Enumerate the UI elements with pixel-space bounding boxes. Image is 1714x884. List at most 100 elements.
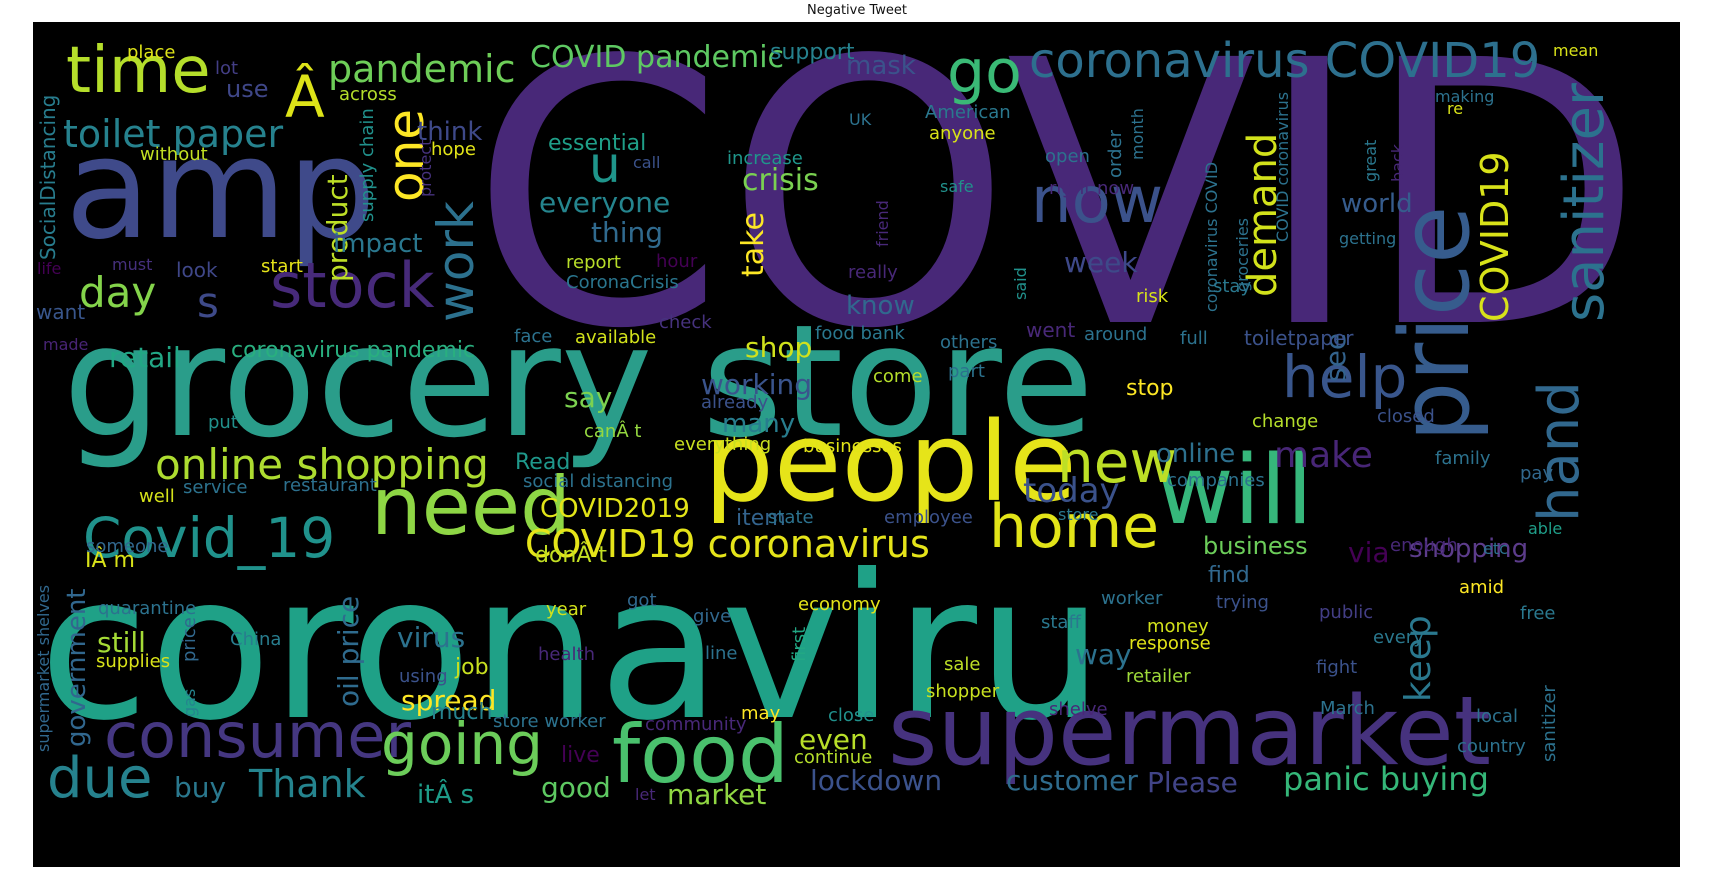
word-business: business: [1203, 532, 1308, 560]
word-free: free: [1520, 603, 1556, 624]
word-covid19-coronavirus: COVID19 coronavirus: [525, 522, 930, 566]
word-week: week: [1064, 246, 1138, 279]
word-go: go: [947, 37, 1022, 107]
word-without: without: [140, 144, 208, 165]
word-market: market: [667, 778, 766, 811]
word-year: year: [546, 599, 587, 620]
word-can-t: canÂ t: [584, 420, 641, 442]
word-local: local: [1476, 706, 1518, 727]
word-coronavirus-covid19: coronavirus COVID19: [1029, 33, 1540, 89]
word-life: life: [37, 259, 61, 278]
word-supplies: supplies: [96, 651, 170, 672]
word-staff: staff: [1041, 612, 1081, 633]
word-hope: hope: [431, 139, 476, 160]
word-service: service: [183, 477, 247, 498]
word-online-shopping: online shopping: [155, 440, 489, 489]
word-world: world: [1341, 189, 1413, 219]
word-online: online: [1156, 439, 1235, 469]
word-crisis: crisis: [742, 163, 819, 198]
word-amp: amp: [65, 108, 376, 271]
word-essential: essential: [548, 131, 646, 156]
word-still: still: [97, 626, 146, 659]
word-uk: UK: [849, 110, 872, 129]
word-groceries: groceries: [1233, 218, 1252, 292]
word-call: call: [633, 153, 661, 172]
word-shopper: shopper: [926, 681, 1000, 702]
word-stay: stay: [1213, 276, 1251, 297]
word-think: think: [417, 117, 482, 147]
word-store: store: [1058, 505, 1098, 524]
word-country: country: [1457, 736, 1526, 757]
word-line: line: [705, 643, 737, 664]
word-government: government: [62, 588, 92, 747]
word-shop: shop: [745, 331, 812, 364]
word-much: much: [431, 700, 492, 725]
word-across: across: [339, 84, 397, 105]
word-food: food: [612, 708, 789, 801]
word-american: American: [925, 102, 1011, 123]
word-continue: continue: [794, 747, 872, 768]
word-day: day: [79, 268, 156, 317]
word-price: price: [1381, 206, 1491, 442]
word-home: home: [989, 492, 1159, 562]
word-customer: customer: [1006, 764, 1138, 797]
word-let: let: [635, 785, 656, 804]
word-economy: economy: [798, 594, 881, 615]
word-social-distancing: social distancing: [523, 471, 673, 492]
word-family: family: [1435, 448, 1491, 469]
word-made: made: [43, 335, 88, 354]
word-live: live: [561, 743, 600, 768]
word-right-now: right now: [1049, 178, 1134, 199]
word-product: product: [321, 174, 354, 282]
word-really: really: [848, 262, 898, 283]
word-protect: protect: [416, 140, 435, 197]
word-change: change: [1252, 411, 1318, 432]
word-even: even: [799, 723, 868, 756]
word-via: via: [1348, 536, 1390, 569]
word-covid2019: COVID2019: [540, 494, 690, 524]
word-covid19: COVID19: [1473, 151, 1517, 322]
word-employee: employee: [884, 507, 973, 528]
word-order: order: [1105, 129, 1126, 178]
word-item: item: [736, 506, 786, 531]
word-covid-19: Covid_19: [83, 506, 335, 570]
word-food-bank: food bank: [815, 323, 905, 344]
word-quarantine: quarantine: [98, 598, 196, 619]
word-many: many: [722, 409, 795, 439]
word-demand: demand: [1240, 133, 1286, 297]
word-thing: thing: [591, 216, 663, 249]
plot-title: Negative Tweet: [807, 3, 907, 18]
word-time: time: [66, 34, 211, 108]
word-someone: someone: [86, 536, 169, 557]
word-pay: pay: [1520, 463, 1553, 484]
word-lot: lot: [215, 58, 238, 79]
word-oil-price: oil price: [332, 596, 365, 707]
word-month: month: [1128, 108, 1147, 160]
word-covid-pandemic: COVID pandemic: [530, 40, 784, 75]
word-see: see: [1319, 333, 1352, 382]
word-trying: trying: [1216, 592, 1269, 613]
word-thank: Thank: [248, 762, 366, 806]
word-china: China: [230, 629, 281, 650]
word-store-worker: store worker: [493, 711, 606, 732]
word-buy: buy: [174, 771, 226, 804]
word-worker: worker: [1101, 588, 1163, 609]
word-said: said: [1011, 267, 1030, 300]
word-friend: friend: [873, 200, 892, 247]
word-increase: increase: [727, 148, 803, 169]
word-response: response: [1129, 633, 1211, 654]
word-pandemic: pandemic: [328, 47, 515, 91]
word-using: using: [399, 666, 448, 687]
word-due: due: [47, 746, 153, 811]
word-need: need: [371, 460, 571, 553]
word-supermarket-shelves: supermarket shelves: [34, 585, 53, 752]
word-must: must: [112, 255, 152, 274]
word-know: know: [846, 291, 915, 321]
word-went: went: [1026, 318, 1075, 342]
word-now: now: [1031, 164, 1163, 238]
word-coronavirus-covid: coronavirus COVID: [1202, 162, 1221, 312]
word-money: money: [1147, 616, 1209, 637]
word-new: new: [1057, 428, 1177, 496]
word-available: available: [575, 327, 656, 348]
word-march: March: [1320, 698, 1375, 719]
